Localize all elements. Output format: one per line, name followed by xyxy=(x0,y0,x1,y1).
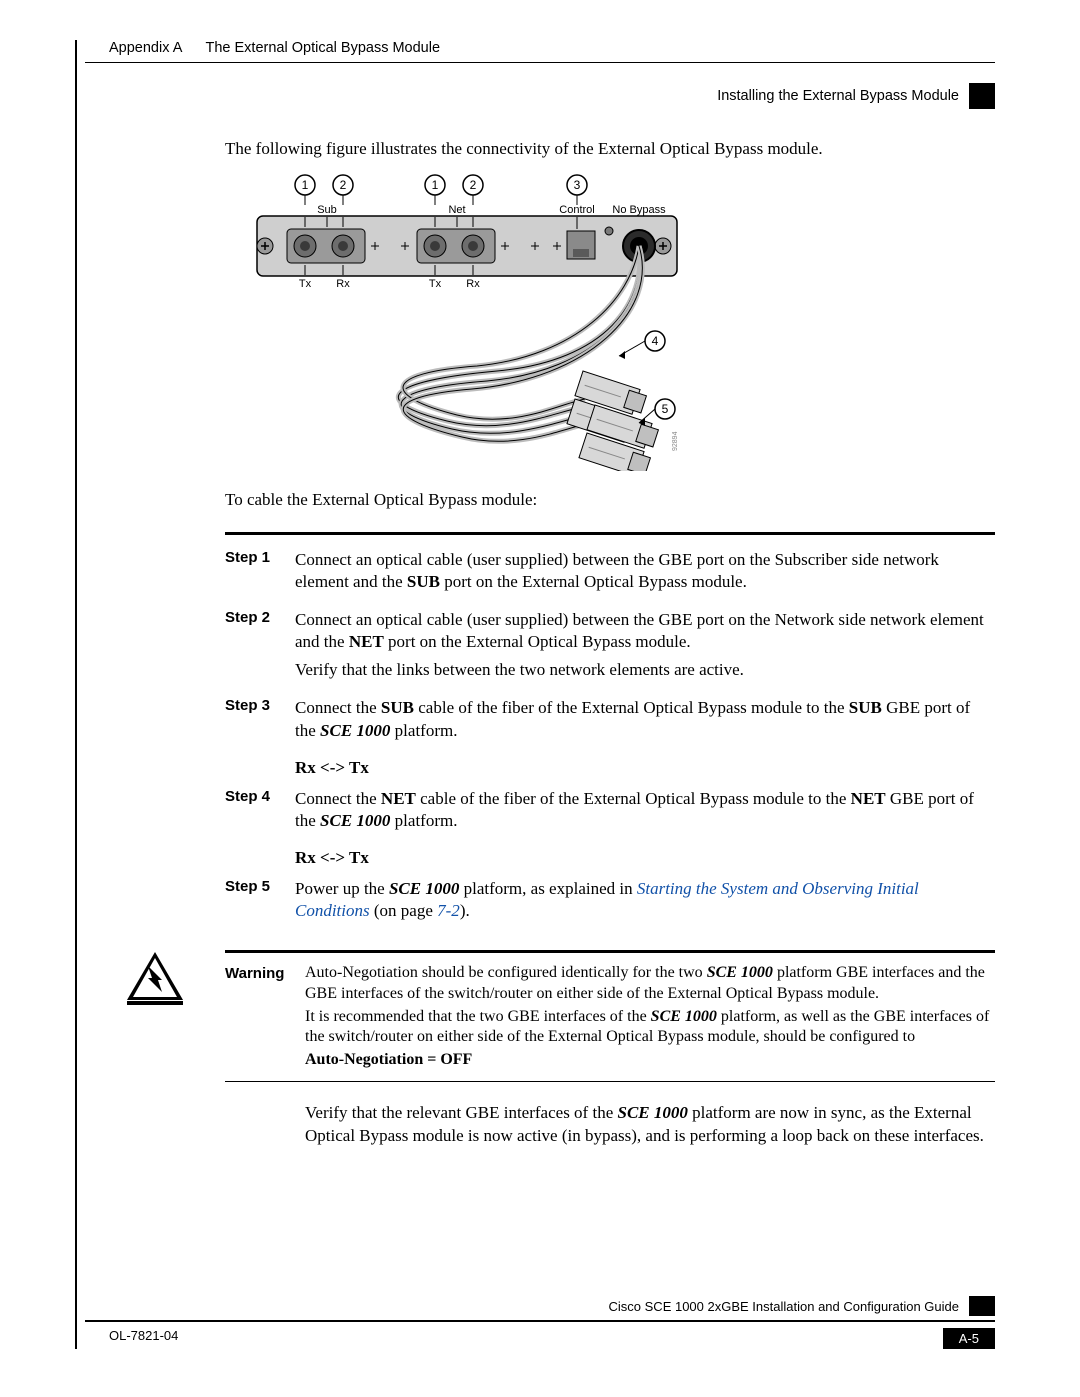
svg-text:5: 5 xyxy=(662,402,669,416)
warning-paragraph: Auto-Negotiation = OFF xyxy=(305,1050,995,1071)
svg-text:Control: Control xyxy=(559,204,594,216)
pre-steps-line: To cable the External Optical Bypass mod… xyxy=(225,490,995,510)
svg-text:Net: Net xyxy=(448,204,465,216)
svg-text:Tx: Tx xyxy=(299,278,312,290)
step-body: Connect the SUB cable of the fiber of th… xyxy=(295,697,995,747)
svg-text:2: 2 xyxy=(470,178,477,192)
step-paragraph: Connect the NET cable of the fiber of th… xyxy=(295,788,995,832)
svg-text:1: 1 xyxy=(432,178,439,192)
warning-bottom-rule xyxy=(225,1081,995,1082)
svg-text:No Bypass: No Bypass xyxy=(612,204,666,216)
footer-title-row: Cisco SCE 1000 2xGBE Installation and Co… xyxy=(85,1296,995,1316)
header-rule xyxy=(85,62,995,63)
footer-black-box xyxy=(969,1296,995,1316)
svg-text:Rx: Rx xyxy=(466,278,480,290)
step-paragraph: Connect an optical cable (user supplied)… xyxy=(295,609,995,653)
step-body: Connect an optical cable (user supplied)… xyxy=(295,609,995,687)
warning-icon xyxy=(125,950,185,1006)
warning-paragraph: It is recommended that the two GBE inter… xyxy=(305,1007,995,1049)
step-paragraph: Power up the SCE 1000 platform, as expla… xyxy=(295,878,995,922)
step-row: Step 3Connect the SUB cable of the fiber… xyxy=(225,697,995,747)
page: Appendix A The External Optical Bypass M… xyxy=(0,0,1080,1397)
step-body: Connect the NET cable of the fiber of th… xyxy=(295,788,995,838)
step-paragraph: Verify that the links between the two ne… xyxy=(295,659,995,681)
step-body: Connect an optical cable (user supplied)… xyxy=(295,549,995,599)
verify-paragraph: Verify that the relevant GBE interfaces … xyxy=(225,1102,995,1148)
step-paragraph: Connect the SUB cable of the fiber of th… xyxy=(295,697,995,741)
appendix-title: The External Optical Bypass Module xyxy=(206,40,441,56)
svg-text:Tx: Tx xyxy=(429,278,442,290)
header-row: Appendix A The External Optical Bypass M… xyxy=(85,40,995,62)
step-label: Step 3 xyxy=(225,697,295,747)
rx-tx-note: Rx <-> Tx xyxy=(295,758,995,778)
bypass-module-illustration: Sub Net Control No Bypass Tx Rx Tx Rx 1 2 1 2 3 4 5 928… xyxy=(247,171,687,471)
svg-text:Rx: Rx xyxy=(336,278,350,290)
rx-tx-note: Rx <-> Tx xyxy=(295,848,995,868)
step-paragraph: Connect an optical cable (user supplied)… xyxy=(295,549,995,593)
step-label: Step 4 xyxy=(225,788,295,838)
footer-page-number: A-5 xyxy=(943,1328,995,1349)
svg-text:1: 1 xyxy=(302,178,309,192)
step-label: Step 1 xyxy=(225,549,295,599)
svg-text:92894: 92894 xyxy=(672,431,679,451)
figure-bypass-module: Sub Net Control No Bypass Tx Rx Tx Rx 1 2 1 2 3 4 5 928… xyxy=(247,171,995,476)
step-label: Step 2 xyxy=(225,609,295,687)
footer-doc-id: OL-7821-04 xyxy=(109,1328,178,1349)
steps-container: Step 1Connect an optical cable (user sup… xyxy=(225,549,995,928)
warning-paragraph: Auto-Negotiation should be configured id… xyxy=(305,963,995,1005)
intro-line: The following figure illustrates the con… xyxy=(225,139,995,159)
footer-bottom: OL-7821-04 A-5 xyxy=(85,1328,995,1349)
step-row: Step 5Power up the SCE 1000 platform, as… xyxy=(225,878,995,928)
left-margin-bar xyxy=(75,40,77,1349)
warning-body: Auto-Negotiation should be configured id… xyxy=(305,963,995,1073)
steps-top-rule xyxy=(225,532,995,535)
sub-header-text: Installing the External Bypass Module xyxy=(717,88,959,104)
content: The following figure illustrates the con… xyxy=(85,139,995,928)
step-label: Step 5 xyxy=(225,878,295,928)
footer: Cisco SCE 1000 2xGBE Installation and Co… xyxy=(85,1296,995,1349)
svg-text:4: 4 xyxy=(652,334,659,348)
step-row: Step 1Connect an optical cable (user sup… xyxy=(225,549,995,599)
warning-icon-col xyxy=(125,950,225,1011)
step-row: Step 2Connect an optical cable (user sup… xyxy=(225,609,995,687)
footer-rule xyxy=(85,1320,995,1322)
warning-block: Warning Auto-Negotiation should be confi… xyxy=(85,950,995,1148)
sub-header-row: Installing the External Bypass Module xyxy=(85,83,995,109)
step-row: Step 4Connect the NET cable of the fiber… xyxy=(225,788,995,838)
header-black-box xyxy=(969,83,995,109)
svg-text:2: 2 xyxy=(340,178,347,192)
svg-text:Sub: Sub xyxy=(317,204,337,216)
appendix-label: Appendix A xyxy=(109,40,182,56)
svg-text:3: 3 xyxy=(574,178,581,192)
step-body: Power up the SCE 1000 platform, as expla… xyxy=(295,878,995,928)
warning-top-rule xyxy=(225,950,995,953)
warning-label: Warning xyxy=(225,963,305,1073)
footer-doc-title: Cisco SCE 1000 2xGBE Installation and Co… xyxy=(609,1299,959,1314)
